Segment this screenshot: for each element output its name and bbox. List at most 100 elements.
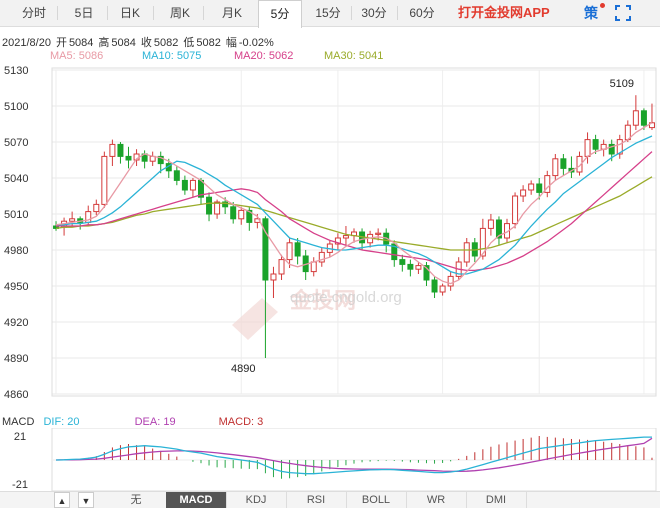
candle[interactable] — [415, 262, 422, 274]
candle[interactable] — [399, 254, 406, 272]
macd-chart[interactable]: 21 -21 — [0, 428, 660, 492]
macd-legend: MACD DIF: 20 DEA: 19 MACD: 3 — [2, 416, 263, 428]
candle[interactable] — [528, 180, 535, 195]
candle[interactable] — [101, 151, 108, 208]
candle[interactable] — [109, 139, 116, 166]
y-tick-label: 4920 — [4, 317, 28, 329]
tab-4[interactable]: 月K — [221, 6, 242, 20]
tab-7[interactable]: 30分 — [361, 6, 387, 20]
candle[interactable] — [334, 233, 341, 250]
candle[interactable] — [93, 199, 100, 216]
candle[interactable] — [407, 259, 414, 277]
candle[interactable] — [375, 228, 382, 241]
watermark-logo — [232, 298, 278, 340]
info-high-label: 高 — [98, 37, 110, 49]
candle[interactable] — [367, 230, 374, 248]
candle[interactable] — [318, 247, 325, 267]
indicator-tab-4[interactable]: BOLL — [346, 492, 407, 508]
candle[interactable] — [391, 240, 398, 267]
candle[interactable] — [206, 192, 213, 222]
tab-separator — [153, 6, 154, 20]
y-tick-label: 5130 — [4, 65, 28, 77]
candle[interactable] — [616, 134, 623, 159]
tab-1[interactable]: 5日 — [74, 6, 94, 20]
candle[interactable] — [576, 151, 583, 176]
notification-dot — [600, 3, 605, 8]
candle[interactable] — [125, 146, 132, 169]
candle[interactable] — [552, 154, 559, 181]
candle[interactable] — [278, 254, 285, 280]
candle[interactable] — [495, 216, 502, 246]
period-tab-bar: 分时 5日 日K 周K 月K 5分 15分 30分 60分 — [0, 0, 660, 28]
ma30-legend: MA30: 5041 — [324, 50, 384, 62]
tab-0[interactable]: 分时 — [21, 6, 46, 20]
candle[interactable] — [648, 103, 655, 130]
scroll-up-button[interactable]: ▲ — [54, 492, 70, 508]
tab-separator — [351, 6, 352, 20]
candle[interactable] — [544, 170, 551, 198]
candle[interactable] — [157, 151, 164, 174]
tab-2[interactable]: 日K — [119, 6, 140, 20]
candle[interactable] — [149, 151, 156, 166]
info-low-label: 低 — [183, 37, 195, 49]
candle[interactable] — [181, 175, 188, 195]
candle[interactable] — [141, 150, 148, 169]
info-close: 5082 — [153, 37, 179, 49]
candle[interactable] — [294, 238, 301, 265]
ohlc-info-row: 2021/8/20 开 5084 高 5084 收 5082 低 5082 幅 -0.02% — [2, 34, 279, 50]
candle[interactable] — [568, 156, 575, 178]
candlestick-chart[interactable]: 金投网 quote.cngold.org 5130 5100 5070 5040 501… — [0, 62, 660, 402]
candle[interactable] — [512, 192, 519, 229]
tab-5[interactable]: 5分 — [258, 0, 302, 28]
candle[interactable] — [286, 238, 293, 268]
candle[interactable] — [632, 95, 639, 130]
info-close-label: 收 — [140, 37, 152, 49]
candle[interactable] — [536, 178, 543, 200]
indicator-tab-2[interactable]: KDJ — [226, 492, 287, 508]
strategy-button[interactable]: 策 — [584, 5, 598, 21]
ma10-legend: MA10: 5075 — [142, 50, 202, 62]
indicator-tab-1[interactable]: MACD — [166, 492, 227, 508]
tab-separator — [203, 6, 204, 20]
tab-8[interactable]: 60分 — [409, 6, 435, 20]
indicator-tab-0[interactable]: 无 — [106, 492, 167, 508]
candle[interactable] — [487, 214, 494, 236]
candle[interactable] — [310, 257, 317, 277]
tab-3[interactable]: 周K — [169, 6, 190, 20]
indicator-tab-6[interactable]: DMI — [466, 492, 527, 508]
candle[interactable] — [342, 226, 349, 246]
scroll-down-button[interactable]: ▼ — [78, 492, 94, 508]
dif-line — [55, 436, 652, 475]
ma20-legend: MA20: 5062 — [234, 50, 294, 62]
indicator-tab-3[interactable]: RSI — [286, 492, 347, 508]
candle[interactable] — [117, 142, 124, 164]
candle[interactable] — [270, 266, 277, 298]
candle[interactable] — [238, 206, 245, 225]
candle[interactable] — [173, 166, 180, 186]
candle[interactable] — [520, 185, 527, 202]
candle[interactable] — [423, 262, 430, 286]
candle[interactable] — [560, 154, 567, 176]
candle[interactable] — [640, 108, 647, 130]
candle[interactable] — [262, 216, 269, 358]
expand-icon[interactable] — [614, 4, 632, 22]
info-open-label: 开 — [55, 37, 67, 49]
open-app-link[interactable]: 打开金投网APP — [458, 5, 550, 20]
candle[interactable] — [246, 206, 253, 231]
candle[interactable] — [592, 134, 599, 154]
candle[interactable] — [431, 276, 438, 298]
macd-y-tick: 21 — [14, 431, 26, 443]
candle[interactable] — [439, 283, 446, 296]
dea-line — [55, 437, 653, 473]
indicator-tab-5[interactable]: WR — [406, 492, 467, 508]
info-date: 2021/8/20 — [2, 37, 51, 49]
macd-label: MACD — [2, 416, 35, 428]
y-tick-label: 5010 — [4, 209, 28, 221]
candle[interactable] — [214, 199, 221, 219]
candle[interactable] — [447, 271, 454, 291]
candle[interactable] — [463, 238, 470, 267]
y-tick-label: 4950 — [4, 281, 28, 293]
tab-6[interactable]: 15分 — [315, 6, 341, 20]
candle[interactable] — [230, 202, 237, 224]
candle[interactable] — [189, 178, 196, 198]
